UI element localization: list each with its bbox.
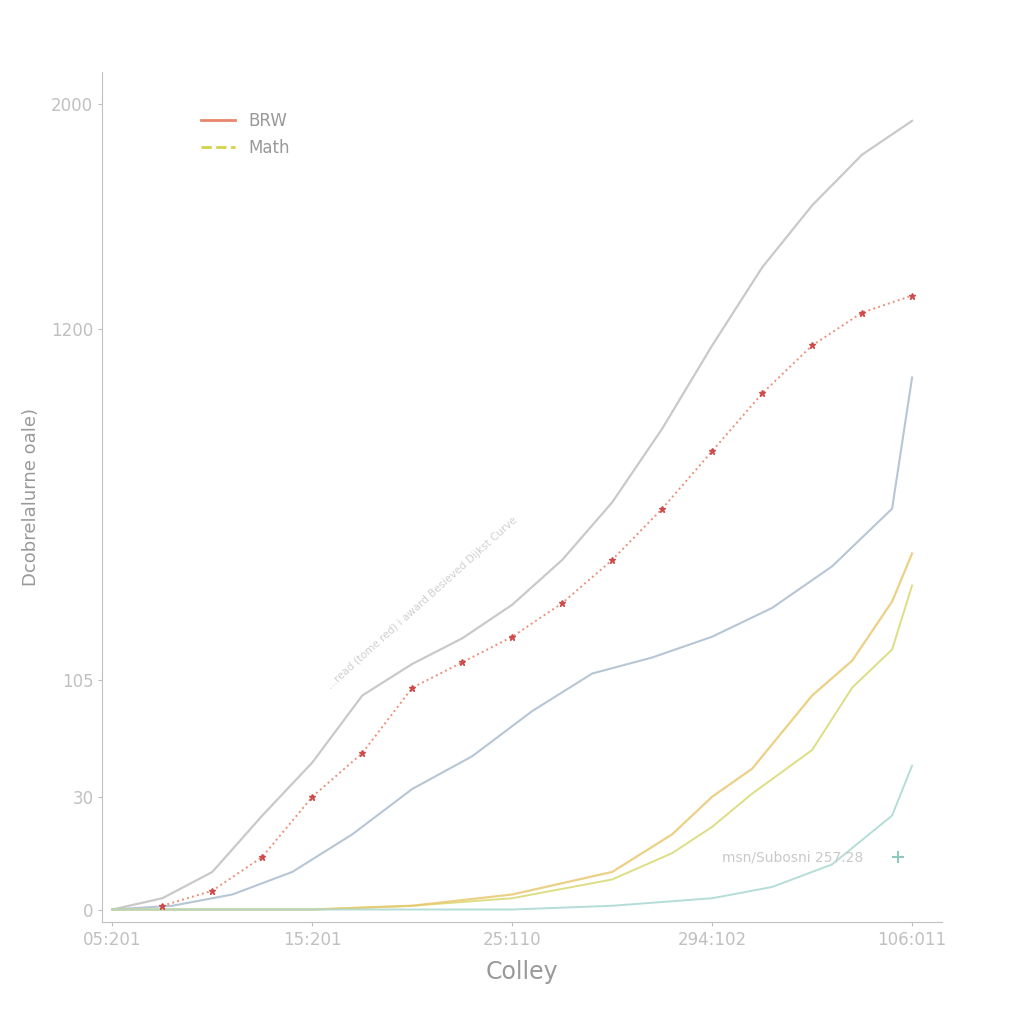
Legend: BRW, Math: BRW, Math — [195, 105, 296, 163]
Text: msn/Subosni 257.28: msn/Subosni 257.28 — [722, 850, 863, 864]
X-axis label: Colley: Colley — [486, 959, 558, 984]
Text: ...read (tome red) i award Besieved Dijkst Curve: ...read (tome red) i award Besieved Dijk… — [326, 515, 519, 691]
Y-axis label: Dcobrelalurne oale): Dcobrelalurne oale) — [22, 408, 40, 586]
